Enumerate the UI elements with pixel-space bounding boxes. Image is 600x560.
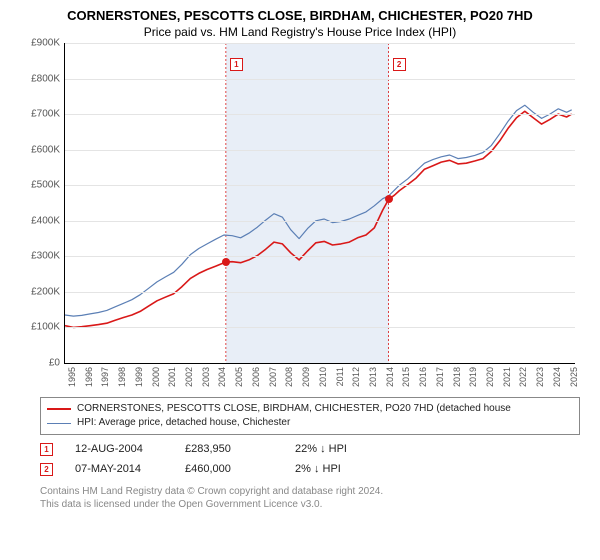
gridline	[65, 150, 575, 151]
y-tick-label: £100K	[31, 322, 60, 333]
x-tick-label: 2004	[217, 367, 227, 387]
x-axis: 1995 1996 1997 1998 1999 2000 2001 2002 2003 2004…	[64, 365, 574, 393]
legend-swatch	[47, 423, 71, 424]
chart-subtitle: Price paid vs. HM Land Registry's House …	[0, 23, 600, 43]
series-line	[65, 111, 572, 327]
x-tick-label: 1996	[84, 367, 94, 387]
y-tick-label: £700K	[31, 109, 60, 120]
plot-svg	[65, 43, 575, 363]
y-tick-label: £400K	[31, 215, 60, 226]
sale-marker-box: 1	[230, 58, 243, 71]
x-tick-label: 2018	[452, 367, 462, 387]
gridline	[65, 114, 575, 115]
x-tick-label: 2009	[301, 367, 311, 387]
sale-price: £283,950	[185, 439, 273, 459]
x-tick-label: 2003	[201, 367, 211, 387]
sale-delta: 22% ↓ HPI	[295, 439, 383, 459]
y-axis: £0 £100K £200K £300K £400K £500K £600K £700K £80…	[20, 43, 62, 393]
x-tick-label: 1997	[100, 367, 110, 387]
y-tick-label: £900K	[31, 38, 60, 49]
x-tick-label: 2000	[151, 367, 161, 387]
sale-delta: 2% ↓ HPI	[295, 459, 383, 479]
sale-row-marker: 1	[40, 443, 53, 456]
y-tick-label: £600K	[31, 144, 60, 155]
gridline	[65, 43, 575, 44]
sale-price: £460,000	[185, 459, 273, 479]
y-tick-label: £200K	[31, 286, 60, 297]
sale-row: 2 07-MAY-2014 £460,000 2% ↓ HPI	[40, 459, 580, 479]
gridline	[65, 221, 575, 222]
x-tick-label: 2012	[351, 367, 361, 387]
x-tick-label: 2022	[518, 367, 528, 387]
x-tick-label: 2001	[167, 367, 177, 387]
legend-label: CORNERSTONES, PESCOTTS CLOSE, BIRDHAM, C…	[77, 402, 511, 416]
y-tick-label: £500K	[31, 180, 60, 191]
x-tick-label: 2008	[284, 367, 294, 387]
footer-line-1: Contains HM Land Registry data © Crown c…	[40, 485, 580, 498]
series-line	[65, 105, 572, 316]
y-tick-label: £0	[49, 358, 60, 369]
x-tick-label: 2013	[368, 367, 378, 387]
gridline	[65, 327, 575, 328]
x-tick-label: 2025	[569, 367, 579, 387]
x-tick-label: 2023	[535, 367, 545, 387]
chart-title: CORNERSTONES, PESCOTTS CLOSE, BIRDHAM, C…	[0, 0, 600, 23]
gridline	[65, 292, 575, 293]
footer: Contains HM Land Registry data © Crown c…	[40, 485, 580, 511]
x-tick-label: 2011	[335, 367, 345, 386]
plot-area: 12	[64, 43, 575, 364]
x-tick-label: 2010	[318, 367, 328, 387]
x-tick-label: 2015	[401, 367, 411, 387]
x-tick-label: 2017	[435, 367, 445, 387]
gridline	[65, 185, 575, 186]
sale-date: 07-MAY-2014	[75, 459, 163, 479]
legend-label: HPI: Average price, detached house, Chic…	[77, 416, 290, 430]
x-tick-label: 2005	[234, 367, 244, 387]
x-tick-label: 2007	[268, 367, 278, 387]
sale-date: 12-AUG-2004	[75, 439, 163, 459]
x-tick-label: 1999	[134, 367, 144, 387]
x-tick-label: 1995	[67, 367, 77, 387]
sale-row-marker: 2	[40, 463, 53, 476]
x-tick-label: 2024	[552, 367, 562, 387]
x-tick-label: 2016	[418, 367, 428, 387]
sale-dot	[222, 258, 230, 266]
y-tick-label: £800K	[31, 73, 60, 84]
gridline	[65, 256, 575, 257]
legend: CORNERSTONES, PESCOTTS CLOSE, BIRDHAM, C…	[40, 397, 580, 435]
sale-row: 1 12-AUG-2004 £283,950 22% ↓ HPI	[40, 439, 580, 459]
footer-line-2: This data is licensed under the Open Gov…	[40, 498, 580, 511]
gridline	[65, 79, 575, 80]
y-tick-label: £300K	[31, 251, 60, 262]
legend-row: CORNERSTONES, PESCOTTS CLOSE, BIRDHAM, C…	[47, 402, 573, 416]
x-tick-label: 2006	[251, 367, 261, 387]
x-tick-label: 2020	[485, 367, 495, 387]
x-tick-label: 2002	[184, 367, 194, 387]
x-tick-label: 2021	[502, 367, 512, 387]
x-tick-label: 2014	[385, 367, 395, 387]
legend-row: HPI: Average price, detached house, Chic…	[47, 416, 573, 430]
sales-table: 1 12-AUG-2004 £283,950 22% ↓ HPI 2 07-MAY-201…	[40, 439, 580, 479]
x-tick-label: 2019	[468, 367, 478, 387]
sale-dot	[385, 195, 393, 203]
x-tick-label: 1998	[117, 367, 127, 387]
legend-swatch	[47, 408, 71, 410]
sale-marker-box: 2	[393, 58, 406, 71]
chart-area: £0 £100K £200K £300K £400K £500K £600K £700K £80…	[20, 43, 580, 393]
